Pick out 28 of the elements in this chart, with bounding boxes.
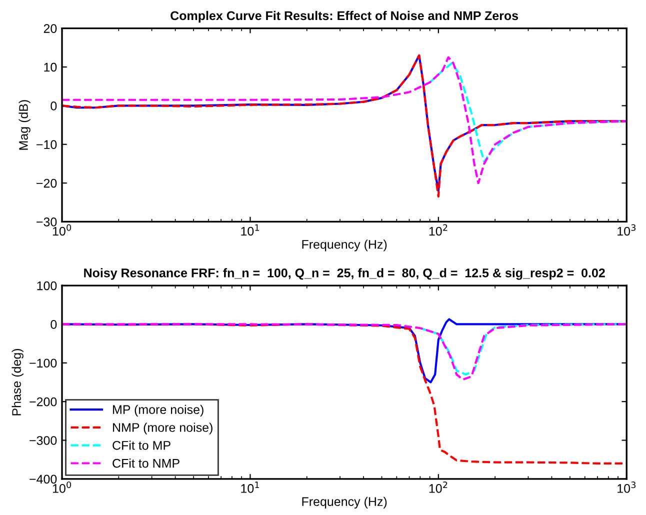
- x-tick-label: 10$^{2}$: [429, 481, 448, 493]
- y-tick-label: −30: [36, 218, 57, 226]
- y-tick-label: −400: [30, 474, 57, 484]
- legend-label: CFit to MP: [112, 440, 170, 450]
- legend-label: NMP (more noise): [113, 422, 212, 434]
- y-tick-label: −10: [36, 140, 57, 150]
- y-tick-label: 100: [37, 281, 57, 290]
- y-tick-label: −200: [30, 397, 57, 406]
- chart-title: Noisy Resonance FRF: fn_n = 100, Q_n = 25, fn_d = 80, Q_d = 12.5 & sig_resp2 = 0.02: [84, 268, 605, 280]
- y-tick-label: −100: [30, 358, 57, 368]
- x-axis-title: Frequency (Hz): [302, 240, 387, 252]
- x-tick-label: 10$^{2}$: [429, 224, 448, 236]
- x-axis-title: Frequency (Hz): [302, 496, 387, 509]
- y-axis-title: Phase (deg): [12, 348, 24, 416]
- y-tick-label: −20: [36, 178, 57, 188]
- legend-label: MP (more noise): [113, 404, 204, 416]
- x-tick-label: 10$^{3}$: [618, 481, 636, 493]
- x-tick-label: 10$^{1}$: [241, 224, 259, 236]
- y-tick-label: −300: [30, 436, 57, 445]
- legend-label: CFit to NMP: [112, 458, 180, 468]
- y-tick-label: 20: [44, 24, 57, 33]
- y-axis-title: Mag (dB): [18, 100, 30, 150]
- y-tick-label: 10: [44, 62, 57, 72]
- x-tick-label: 10$^{3}$: [618, 224, 636, 236]
- chart-title: Complex Curve Fit Results: Effect of Noise and NMP Zeros: [170, 10, 518, 23]
- y-tick-label: 0: [50, 320, 57, 329]
- y-tick-label: 0: [50, 101, 57, 110]
- x-tick-label: 10$^{1}$: [241, 482, 259, 493]
